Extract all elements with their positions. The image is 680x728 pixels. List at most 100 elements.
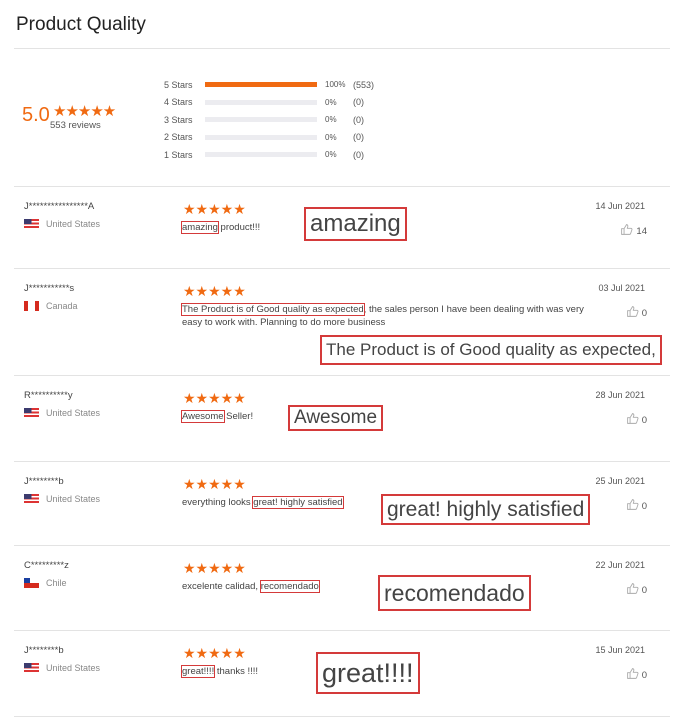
flag-cl-icon — [24, 578, 39, 588]
rating-histogram: 5 Stars 100% (553) 4 Stars 0% (0) 3 Stars 0% (0)… — [164, 76, 374, 164]
histogram-row[interactable]: 2 Stars 0% (0) — [164, 129, 374, 147]
reviewer-name: R**********y — [24, 390, 73, 401]
reviewer-country: United States — [24, 494, 100, 504]
thumbs-up-icon[interactable] — [626, 412, 639, 428]
country-name: United States — [46, 408, 101, 418]
highlight-callout: amazing — [304, 207, 407, 241]
review-text: The Product is of Good quality as expect… — [181, 303, 602, 329]
review-text: amazing product!!! — [181, 221, 602, 234]
review-date: 14 Jun 2021 — [595, 201, 645, 211]
review-text-after: thanks !!!! — [214, 666, 259, 677]
histogram-row[interactable]: 1 Stars 0% (0) — [164, 146, 374, 164]
rating-stars-icon: ★★★★★ — [183, 476, 246, 492]
helpful-button[interactable]: 0 — [626, 305, 647, 321]
thumbs-up-icon[interactable] — [626, 498, 639, 514]
reviewer-name: J***********s — [24, 283, 75, 294]
reviewer-name: J****************A — [24, 201, 95, 212]
helpful-button[interactable]: 0 — [626, 582, 647, 598]
histogram-bar — [205, 117, 317, 123]
review-item: J***********s Canada ★★★★★ The Product is o… — [14, 268, 670, 376]
histogram-percent: 100% — [325, 80, 346, 90]
highlight-callout: great! highly satisfied — [381, 494, 591, 525]
review-text-highlight: great! highly satisfied — [252, 496, 344, 509]
review-date: 28 Jun 2021 — [595, 390, 645, 400]
histogram-bar — [205, 82, 317, 88]
reviewer-country: United States — [24, 408, 100, 418]
histogram-row[interactable]: 5 Stars 100% (553) — [164, 76, 374, 94]
review-item: J****************A United States ★★★★★ amaz… — [14, 186, 670, 269]
country-name: United States — [46, 219, 101, 229]
flag-us-icon — [24, 494, 39, 504]
review-date: 22 Jun 2021 — [595, 560, 645, 570]
histogram-percent: 0% — [325, 115, 337, 125]
review-count: 553 reviews — [50, 120, 101, 131]
country-name: Canada — [46, 301, 78, 311]
like-count: 0 — [641, 584, 647, 596]
highlight-callout: recomendado — [378, 575, 531, 611]
reviewer-name: J********b — [24, 645, 64, 656]
histogram-bar — [205, 134, 317, 140]
flag-us-icon — [24, 408, 39, 418]
rating-stars-icon: ★★★★★ — [183, 390, 246, 406]
flag-us-icon — [24, 219, 39, 229]
histogram-label: 2 Stars — [164, 132, 193, 143]
histogram-label: 1 Stars — [164, 149, 193, 160]
thumbs-up-icon[interactable] — [626, 667, 639, 683]
highlight-callout: great!!!! — [316, 652, 420, 694]
histogram-percent: 0% — [325, 97, 337, 107]
review-date: 25 Jun 2021 — [595, 476, 645, 486]
thumbs-up-icon[interactable] — [626, 582, 639, 598]
review-text: everything looks great! highly satisfied — [182, 496, 602, 509]
histogram-count: (0) — [353, 132, 364, 143]
rating-stars-icon: ★★★★★ — [183, 201, 246, 217]
histogram-row[interactable]: 4 Stars 0% (0) — [164, 94, 374, 112]
review-date: 03 Jul 2021 — [598, 283, 645, 293]
review-text-highlight: amazing — [181, 221, 219, 234]
thumbs-up-icon[interactable] — [620, 223, 633, 239]
review-text: excelente calidad, recomendado — [182, 580, 602, 593]
histogram-label: 5 Stars — [164, 79, 193, 90]
review-text-before: everything looks — [182, 497, 254, 508]
review-text-highlight: The Product is of Good quality as expect… — [181, 303, 365, 316]
country-name: Chile — [46, 578, 67, 588]
highlight-callout: The Product is of Good quality as expect… — [320, 335, 662, 365]
review-text-highlight: Awesome — [181, 410, 225, 423]
reviewer-country: United States — [24, 219, 100, 229]
review-text-after: product!!! — [217, 222, 261, 233]
histogram-label: 4 Stars — [164, 97, 193, 108]
divider — [14, 716, 670, 717]
histogram-count: (0) — [353, 97, 364, 108]
reviewer-name: C*********z — [24, 560, 69, 571]
histogram-percent: 0% — [325, 132, 337, 142]
review-item: R**********y United States ★★★★★ Awesome Se… — [14, 375, 670, 462]
divider — [14, 48, 670, 49]
review-text: great!!!! thanks !!!! — [180, 665, 602, 678]
country-name: United States — [46, 663, 101, 673]
helpful-button[interactable]: 0 — [626, 667, 647, 683]
review-text-highlight: recomendado — [259, 580, 320, 593]
highlight-callout: Awesome — [288, 405, 384, 431]
histogram-count: (0) — [353, 114, 364, 125]
review-text-before: excelente calidad, — [182, 581, 261, 592]
review-item: J********b United States ★★★★★ great!!!! th… — [14, 630, 670, 717]
like-count: 0 — [641, 414, 647, 426]
helpful-button[interactable]: 0 — [626, 412, 647, 428]
review-date: 15 Jun 2021 — [595, 645, 645, 655]
helpful-button[interactable]: 0 — [626, 498, 647, 514]
average-score: 5.0 — [22, 104, 50, 126]
thumbs-up-icon[interactable] — [626, 305, 639, 321]
reviewer-name: J********b — [24, 476, 64, 487]
histogram-count: (553) — [353, 79, 375, 90]
histogram-count: (0) — [353, 149, 364, 160]
histogram-bar — [205, 152, 317, 158]
histogram-row[interactable]: 3 Stars 0% (0) — [164, 111, 374, 129]
like-count: 0 — [641, 307, 647, 319]
flag-ca-icon — [24, 301, 39, 311]
review-text-after: , the sales person I have been dealing w… — [182, 304, 584, 328]
reviewer-country: Chile — [24, 578, 67, 588]
flag-us-icon — [24, 663, 39, 673]
review-item: J********b United States ★★★★★ everything l… — [14, 461, 670, 546]
helpful-button[interactable]: 14 — [620, 223, 647, 239]
summary-stars-icon: ★★★★★ — [53, 103, 116, 120]
